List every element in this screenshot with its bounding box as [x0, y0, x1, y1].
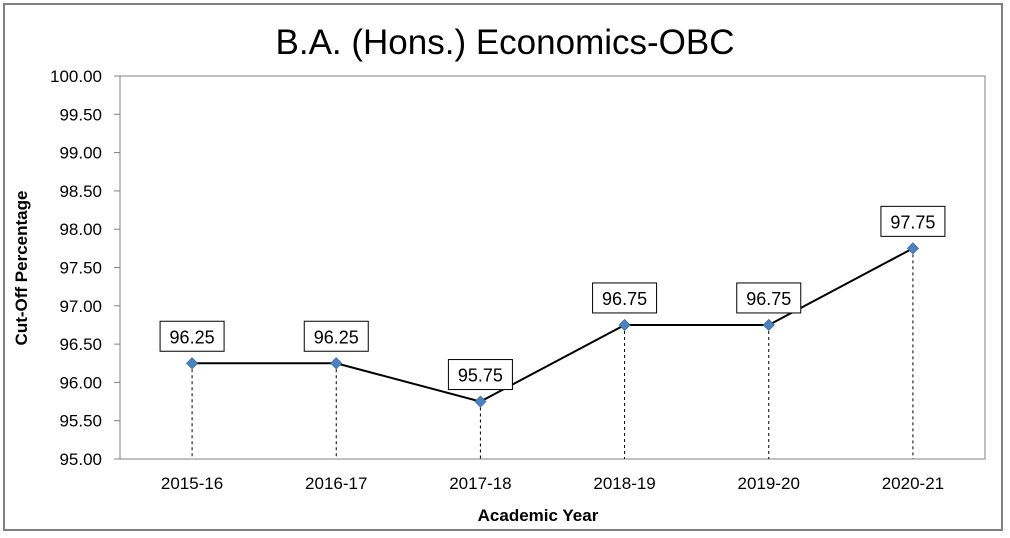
data-label-2: 95.75: [458, 366, 503, 386]
series-markers: [186, 242, 919, 408]
data-point-2: [474, 395, 487, 408]
data-label-box-1: [303, 320, 369, 352]
data-point-3: [618, 318, 631, 332]
data-point-5: [906, 242, 919, 255]
plot-area: [119, 75, 986, 460]
y-tick-label-0: 95.00: [59, 450, 102, 469]
data-label-1: 96.25: [314, 327, 359, 347]
data-label-box-2: [447, 359, 513, 391]
y-tick-label-9: 99.50: [59, 105, 102, 124]
data-label-3: 96.75: [602, 289, 647, 309]
data-label-box-5: [880, 205, 946, 237]
y-tick-label-2: 96.00: [59, 373, 102, 392]
y-tick-label-1: 95.50: [59, 412, 102, 431]
y-tick-label-5: 97.50: [59, 259, 102, 278]
x-tick-label-3: 2018-19: [593, 474, 655, 493]
data-label-4: 96.75: [746, 289, 791, 309]
x-axis-title: Academic Year: [478, 506, 599, 525]
x-tick-label-0: 2015-16: [161, 474, 223, 493]
x-tick-label-4: 2019-20: [738, 474, 800, 493]
data-label-box-3: [592, 282, 658, 314]
data-point-4: [762, 318, 775, 332]
y-tick-label-6: 98.00: [59, 220, 102, 239]
y-tick-label-3: 96.50: [59, 335, 102, 354]
x-tick-label-5: 2020-21: [882, 474, 944, 493]
chart-title: B.A. (Hons.) Economics-OBC: [276, 23, 735, 62]
y-axis-title: Cut-Off Percentage: [12, 191, 31, 346]
y-tick-label-8: 99.00: [59, 144, 102, 163]
x-axis-ticks: 2015-16 2016-17 2017-18 2018-19 2019-20 2020-…: [161, 474, 944, 493]
drop-lines: [191, 248, 914, 459]
data-point-0: [186, 357, 199, 370]
data-labels: 96.25 96.25 95.75 96.75 96.75 97.75: [159, 205, 946, 391]
y-axis-ticks: 95.00 95.50 96.00 96.50 97.00 97.50 98.00 98.50…: [50, 67, 120, 469]
data-point-1: [330, 357, 343, 370]
x-tick-label-1: 2016-17: [305, 474, 367, 493]
y-tick-label-10: 100.00: [50, 67, 102, 86]
data-label-box-0: [159, 320, 225, 352]
data-label-0: 96.25: [170, 327, 215, 347]
y-tick-label-7: 98.50: [59, 182, 102, 201]
x-tick-label-2: 2017-18: [449, 474, 511, 493]
y-tick-label-4: 97.00: [59, 297, 102, 316]
data-label-box-4: [736, 282, 802, 314]
data-label-5: 97.75: [890, 212, 935, 232]
